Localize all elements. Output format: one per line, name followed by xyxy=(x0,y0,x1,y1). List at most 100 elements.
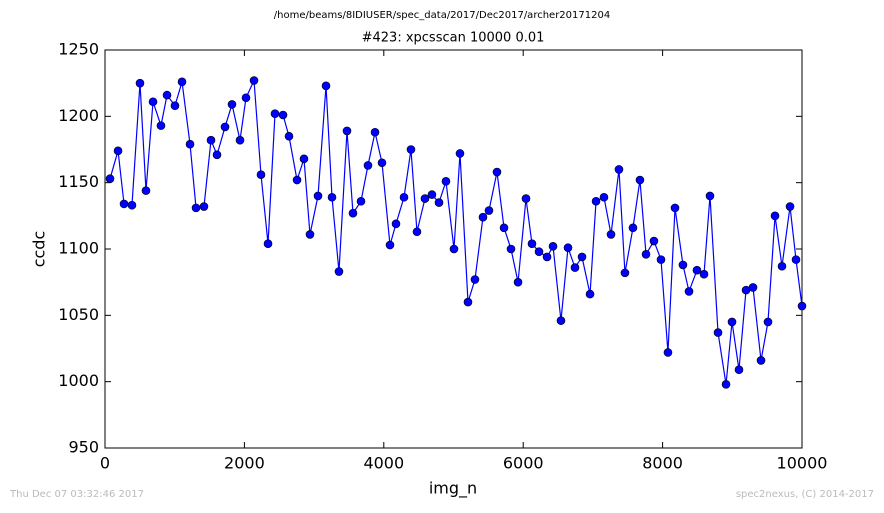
x-axis-label: img_n xyxy=(429,479,477,499)
data-point xyxy=(227,100,237,109)
data-point xyxy=(705,191,715,201)
data-point xyxy=(420,194,430,203)
data-point xyxy=(356,196,366,206)
data-point xyxy=(305,230,315,239)
data-point xyxy=(270,109,280,118)
data-point xyxy=(570,263,580,272)
data-point xyxy=(606,230,616,239)
x-tick-label: 0 xyxy=(100,454,110,473)
data-point xyxy=(663,348,673,357)
data-point xyxy=(577,252,587,262)
data-point xyxy=(199,202,209,211)
data-point xyxy=(327,192,337,202)
data-point xyxy=(777,261,787,271)
data-point xyxy=(363,161,373,170)
data-point xyxy=(791,255,801,264)
data-point xyxy=(220,122,230,132)
data-point xyxy=(427,190,437,199)
data-point xyxy=(692,265,702,275)
data-point xyxy=(212,150,222,160)
y-tick-label: 950 xyxy=(68,438,99,457)
data-point xyxy=(591,196,601,206)
data-point xyxy=(170,101,180,111)
data-point xyxy=(113,146,123,156)
data-point xyxy=(299,154,309,164)
data-point xyxy=(313,191,323,201)
data-point xyxy=(656,255,666,264)
y-tick-label: 1000 xyxy=(58,371,99,390)
data-point xyxy=(563,243,573,252)
data-point xyxy=(763,317,773,327)
data-point xyxy=(256,170,266,180)
x-tick-label: 4000 xyxy=(363,454,404,473)
data-point xyxy=(670,203,680,213)
chart-title: #423: xpcsscan 10000 0.01 xyxy=(362,31,545,46)
y-tick-label: 1100 xyxy=(58,239,99,258)
y-axis-label: ccdc xyxy=(30,231,49,268)
data-point xyxy=(620,268,630,278)
data-point xyxy=(548,242,558,251)
data-point xyxy=(348,208,358,218)
data-point xyxy=(370,127,380,137)
data-point xyxy=(534,247,544,256)
data-point xyxy=(148,97,158,107)
data-point xyxy=(235,135,245,145)
data-point xyxy=(635,175,645,185)
data-point xyxy=(721,380,731,389)
data-point xyxy=(542,252,552,262)
data-point xyxy=(785,202,795,211)
data-point xyxy=(521,194,531,203)
data-point xyxy=(628,223,638,233)
x-tick-label: 2000 xyxy=(224,454,265,473)
x-tick-label: 6000 xyxy=(503,454,544,473)
data-point xyxy=(470,275,480,284)
data-point xyxy=(713,328,723,337)
data-point xyxy=(399,192,409,202)
data-point xyxy=(699,269,709,279)
data-point xyxy=(678,260,688,270)
data-point xyxy=(177,77,187,87)
y-tick-label: 1250 xyxy=(58,40,99,59)
x-tick-label: 10000 xyxy=(777,454,828,473)
data-point xyxy=(748,283,758,292)
data-point xyxy=(278,110,288,120)
data-point xyxy=(484,206,494,215)
data-point xyxy=(727,317,737,327)
data-point xyxy=(492,167,502,177)
data-point xyxy=(649,236,659,246)
data-point xyxy=(463,297,473,307)
data-point xyxy=(241,93,251,103)
y-tick-label: 1050 xyxy=(58,305,99,324)
data-point xyxy=(506,244,516,254)
data-point xyxy=(449,244,459,254)
data-point xyxy=(412,227,422,237)
data-point xyxy=(156,121,166,130)
data-point xyxy=(334,267,344,276)
data-point xyxy=(385,240,395,250)
data-point xyxy=(684,287,694,296)
data-point xyxy=(513,277,523,287)
data-point xyxy=(391,219,401,229)
data-point xyxy=(406,145,416,154)
data-point xyxy=(441,177,451,186)
data-point xyxy=(377,158,387,168)
data-point xyxy=(499,223,509,233)
data-point xyxy=(342,126,352,136)
footer-left: Thu Dec 07 03:32:46 2017 xyxy=(9,489,144,500)
y-tick-label: 1200 xyxy=(58,106,99,125)
data-point xyxy=(770,211,780,221)
data-point xyxy=(321,81,331,91)
data-point xyxy=(249,76,259,85)
data-point xyxy=(185,139,195,149)
x-tick-label: 8000 xyxy=(642,454,683,473)
data-point xyxy=(292,175,302,185)
data-point xyxy=(191,203,201,213)
data-point xyxy=(599,192,609,202)
data-point xyxy=(527,239,537,248)
data-point xyxy=(734,365,744,375)
data-point xyxy=(641,250,651,259)
data-point xyxy=(797,301,807,311)
header: /home/beams/8IDIUSER/spec_data/2017/Dec2… xyxy=(274,10,610,21)
